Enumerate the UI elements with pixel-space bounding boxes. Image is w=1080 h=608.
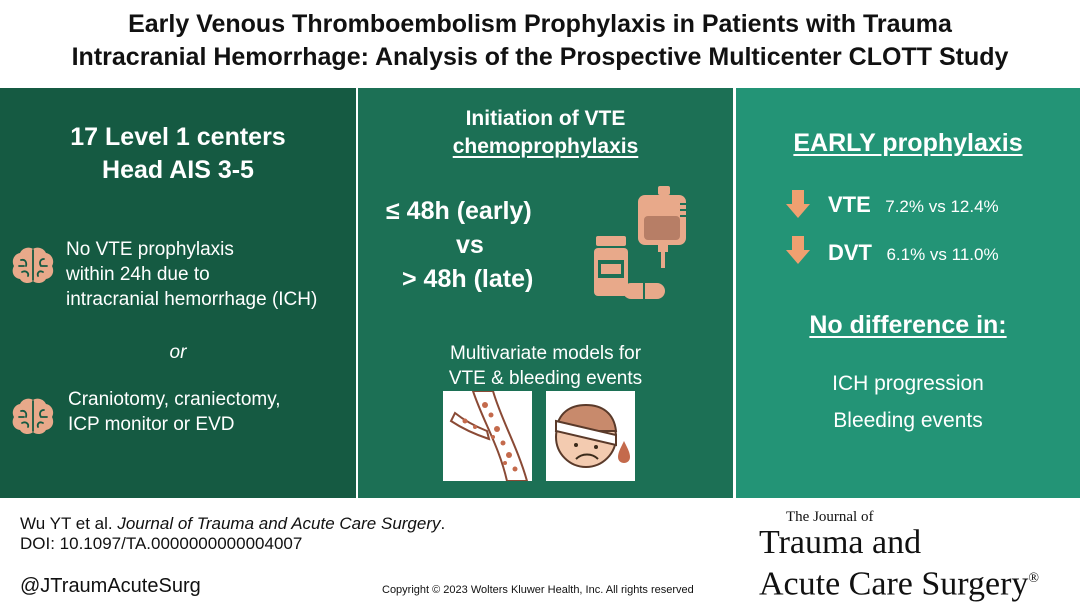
citation-period: . — [440, 514, 446, 533]
blood-clot-vein-image — [443, 391, 532, 481]
page-title: Early Venous Thromboembolism Prophylaxis… — [0, 8, 1080, 74]
criterion-line: ICP monitor or EVD — [68, 414, 235, 435]
models-text: Multivariate models for VTE & bleeding e… — [358, 341, 733, 391]
pill-bottle-icon — [594, 236, 628, 296]
population-heading: 17 Level 1 centers Head AIS 3-5 — [0, 121, 356, 187]
citation-author: Wu YT et al. — [20, 514, 113, 533]
criterion-surgery: Craniotomy, craniectomy, ICP monitor or … — [68, 387, 281, 437]
centers-text: 17 Level 1 centers — [70, 123, 286, 151]
down-arrow-icon — [786, 236, 810, 264]
journal-logo-line-2: Trauma and — [759, 524, 922, 561]
down-arrow-icon — [786, 190, 810, 218]
registered-mark: ® — [1028, 571, 1040, 586]
initiation-text: Initiation of VTE — [465, 107, 626, 130]
criterion-line: Craniotomy, craniectomy, — [68, 389, 281, 410]
timing-comparison: ≤ 48h (early) vs > 48h (late) — [386, 194, 586, 296]
criterion-line: intracranial hemorrhage (ICH) — [66, 289, 318, 310]
journal-logo-line-3-text: Acute Care Surgery — [759, 565, 1029, 603]
citation-line: Wu YT et al. Journal of Trauma and Acute… — [20, 514, 445, 534]
results-panel: EARLY prophylaxis VTE 7.2% vs 12.4% DVT … — [736, 88, 1080, 498]
intervention-heading: Initiation of VTE chemoprophylaxis — [358, 105, 733, 161]
dvt-label: DVT — [828, 240, 872, 265]
criterion-no-prophylaxis: No VTE prophylaxis within 24h due to int… — [66, 237, 317, 312]
dvt-value: 6.1% vs 11.0% — [886, 245, 999, 264]
dvt-result: DVT 6.1% vs 11.0% — [828, 238, 1078, 271]
early-prophylaxis-heading: EARLY prophylaxis — [793, 129, 1023, 157]
twitter-handle[interactable]: @JTraumAcuteSurg — [20, 575, 201, 597]
citation: Wu YT et al. Journal of Trauma and Acute… — [20, 514, 445, 554]
criterion-line: No VTE prophylaxis — [66, 239, 234, 260]
bleeding-events-item: Bleeding events — [833, 409, 983, 432]
iv-bag-icon — [638, 186, 686, 268]
doi-text: DOI: 10.1097/TA.0000000000004007 — [20, 534, 303, 553]
models-line-1: Multivariate models for — [449, 343, 642, 364]
or-text: or — [169, 342, 187, 363]
journal-logo-line-3: Acute Care Surgery® — [759, 561, 1039, 602]
chemoprophylaxis-text: chemoprophylaxis — [452, 135, 639, 158]
head-injury-image — [546, 391, 635, 481]
capsule-icon — [623, 283, 665, 299]
vte-value: 7.2% vs 12.4% — [885, 197, 999, 216]
title-line-2: Intracranial Hemorrhage: Analysis of the… — [71, 43, 1009, 71]
vs-text: vs — [456, 231, 484, 259]
title-line-1: Early Venous Thromboembolism Prophylaxis… — [128, 10, 952, 38]
journal-logo-small-text: The Journal of — [786, 509, 874, 525]
no-difference-list: ICH progression Bleeding events — [736, 365, 1080, 439]
citation-journal: Journal of Trauma and Acute Care Surgery — [117, 514, 441, 533]
ich-progression-item: ICH progression — [832, 372, 984, 395]
brain-icon — [12, 398, 54, 435]
no-difference-heading: No difference in: — [809, 311, 1007, 339]
journal-logo-title: Trauma and Acute Care Surgery® — [759, 525, 1039, 602]
models-line-2: VTE & bleeding events — [448, 368, 643, 389]
ais-text: Head AIS 3-5 — [102, 156, 254, 184]
study-population-panel: 17 Level 1 centers Head AIS 3-5 No VTE p… — [0, 88, 356, 498]
early-text: ≤ 48h (early) — [386, 197, 532, 225]
vte-result: VTE 7.2% vs 12.4% — [828, 190, 1078, 223]
late-text: > 48h (late) — [402, 265, 534, 293]
intervention-panel: Initiation of VTE chemoprophylaxis ≤ 48h… — [358, 88, 733, 498]
brain-icon — [12, 247, 54, 284]
criterion-line: within 24h due to — [66, 264, 210, 285]
vte-label: VTE — [828, 192, 871, 217]
copyright-text: Copyright © 2023 Wolters Kluwer Health, … — [382, 584, 694, 596]
